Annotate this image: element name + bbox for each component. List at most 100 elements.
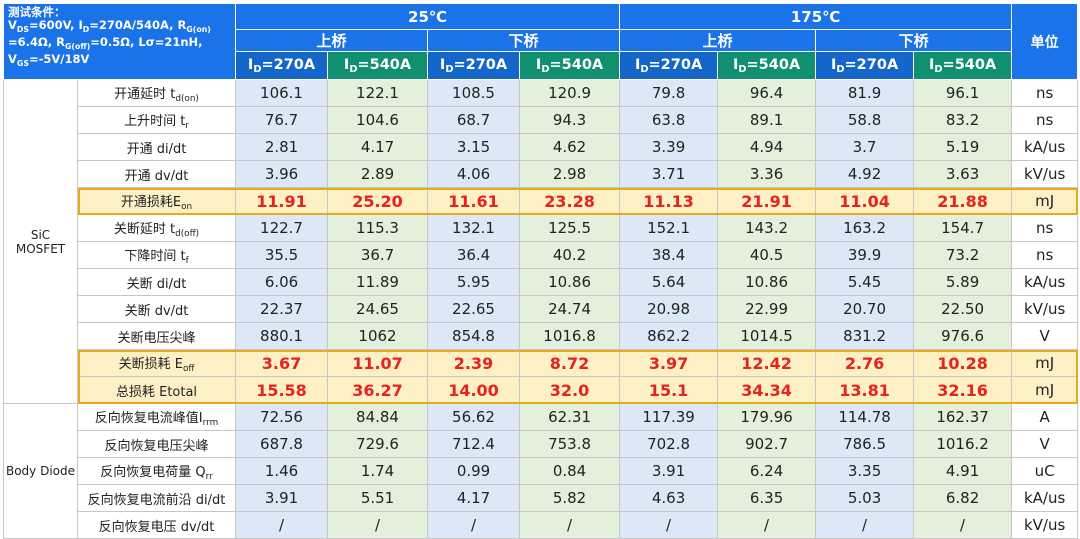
value-cell: 23.28 xyxy=(519,187,621,215)
value-cell: 79.8 xyxy=(619,79,719,107)
table-row: 下降时间 tf 35.5 36.7 36.4 40.2 38.4 40.5 39.9 73.2 n… xyxy=(4,241,1079,269)
value-cell: / xyxy=(327,511,429,539)
current-header-270a: ID=270A xyxy=(235,51,329,80)
table-row: 关断电压尖峰 880.1 1062 854.8 1016.8 862.2 1014.5 831… xyxy=(4,322,1079,350)
value-cell: 108.5 xyxy=(427,79,521,107)
value-cell: / xyxy=(619,511,719,539)
value-cell: / xyxy=(519,511,621,539)
value-cell: 3.39 xyxy=(619,133,719,161)
unit-cell: kA/us xyxy=(1011,268,1079,296)
unit-cell: ns xyxy=(1011,241,1079,269)
table-row: 开通 dv/dt 3.96 2.89 4.06 2.98 3.71 3.36 4.92 3.63… xyxy=(4,160,1079,188)
value-cell: 122.7 xyxy=(235,214,329,242)
test-conditions: 测试条件： VDS=600V, ID=270A/540A, RG(on) =6.… xyxy=(2,3,237,80)
value-cell: 5.89 xyxy=(913,268,1013,296)
value-cell: 1.74 xyxy=(327,457,429,485)
unit-cell: kV/us xyxy=(1011,295,1079,323)
value-cell: 6.82 xyxy=(913,484,1013,512)
value-cell: 5.45 xyxy=(815,268,915,296)
value-cell: 4.91 xyxy=(913,457,1013,485)
value-cell: 179.96 xyxy=(717,403,817,431)
value-cell: 1014.5 xyxy=(717,322,817,350)
unit-header: 单位 xyxy=(1011,3,1079,80)
unit-cell: mJ xyxy=(1011,187,1079,215)
value-cell: 902.7 xyxy=(717,430,817,458)
unit-cell: A xyxy=(1011,403,1079,431)
value-cell: 106.1 xyxy=(235,79,329,107)
value-cell: 3.96 xyxy=(235,160,329,188)
value-cell: 143.2 xyxy=(717,214,817,242)
value-cell: 1016.8 xyxy=(519,322,621,350)
parameter-label: 关断电压尖峰 xyxy=(76,322,237,350)
value-cell: 76.7 xyxy=(235,106,329,134)
unit-cell: kV/us xyxy=(1011,160,1079,188)
table-row: 总损耗 Etotal 15.58 36.27 14.00 32.0 15.1 34.34 13… xyxy=(4,376,1079,404)
value-cell: 3.15 xyxy=(427,133,521,161)
test-conditions-title: 测试条件： xyxy=(8,5,66,19)
parameter-label: 反向恢复电荷量 Qrr xyxy=(76,457,237,485)
value-cell: 854.8 xyxy=(427,322,521,350)
value-cell: 163.2 xyxy=(815,214,915,242)
test-conditions-line1: VDS=600V, ID=270A/540A, RG(on) xyxy=(8,18,211,35)
value-cell: 3.91 xyxy=(619,457,719,485)
value-cell: 11.07 xyxy=(327,349,429,377)
current-header-270a: ID=270A xyxy=(815,51,915,80)
parameter-label: 反向恢复电压 dv/dt xyxy=(76,511,237,539)
unit-cell: ns xyxy=(1011,214,1079,242)
value-cell: 35.5 xyxy=(235,241,329,269)
value-cell: 22.50 xyxy=(913,295,1013,323)
parameter-label: 关断 di/dt xyxy=(76,268,237,296)
value-cell: 36.4 xyxy=(427,241,521,269)
value-cell: 1.46 xyxy=(235,457,329,485)
value-cell: 712.4 xyxy=(427,430,521,458)
parameter-label: 开通延时 td(on) xyxy=(76,79,237,107)
value-cell: 38.4 xyxy=(619,241,719,269)
value-cell: 21.88 xyxy=(913,187,1013,215)
upper-bridge-175-header: 上桥 xyxy=(619,29,817,52)
value-cell: 58.8 xyxy=(815,106,915,134)
value-cell: 20.98 xyxy=(619,295,719,323)
value-cell: 22.65 xyxy=(427,295,521,323)
value-cell: / xyxy=(235,511,329,539)
value-cell: 11.89 xyxy=(327,268,429,296)
unit-cell: uC xyxy=(1011,457,1079,485)
value-cell: 4.17 xyxy=(427,484,521,512)
value-cell: 73.2 xyxy=(913,241,1013,269)
table-row: 关断 dv/dt 22.37 24.65 22.65 24.74 20.98 22.99 20… xyxy=(4,295,1079,323)
value-cell: 5.19 xyxy=(913,133,1013,161)
table-row: 反向恢复电荷量 Qrr 1.46 1.74 0.99 0.84 3.91 6.24 3.35 4… xyxy=(4,457,1079,485)
value-cell: 2.81 xyxy=(235,133,329,161)
value-cell: 15.58 xyxy=(235,376,329,404)
value-cell: 4.92 xyxy=(815,160,915,188)
value-cell: 120.9 xyxy=(519,79,621,107)
value-cell: 20.70 xyxy=(815,295,915,323)
value-cell: 3.97 xyxy=(619,349,719,377)
current-header-540a: ID=540A xyxy=(913,51,1013,80)
value-cell: 4.63 xyxy=(619,484,719,512)
value-cell: 5.03 xyxy=(815,484,915,512)
value-cell: 83.2 xyxy=(913,106,1013,134)
value-cell: 687.8 xyxy=(235,430,329,458)
unit-cell: mJ xyxy=(1011,376,1079,404)
value-cell: 753.8 xyxy=(519,430,621,458)
value-cell: / xyxy=(913,511,1013,539)
value-cell: / xyxy=(427,511,521,539)
value-cell: 786.5 xyxy=(815,430,915,458)
value-cell: 22.99 xyxy=(717,295,817,323)
value-cell: 2.89 xyxy=(327,160,429,188)
value-cell: 117.39 xyxy=(619,403,719,431)
value-cell: / xyxy=(815,511,915,539)
value-cell: 1062 xyxy=(327,322,429,350)
value-cell: 114.78 xyxy=(815,403,915,431)
value-cell: 89.1 xyxy=(717,106,817,134)
upper-bridge-25-header: 上桥 xyxy=(235,29,429,52)
value-cell: 6.06 xyxy=(235,268,329,296)
value-cell: 2.76 xyxy=(815,349,915,377)
test-conditions-line3: VGS=-5V/18V xyxy=(8,52,90,69)
value-cell: 5.82 xyxy=(519,484,621,512)
unit-cell: kA/us xyxy=(1011,133,1079,161)
table-row: Body Diode 反向恢复电流峰值Irrm 72.56 84.84 56.62 62.… xyxy=(3,403,1079,539)
table-row: 反向恢复电流前沿 di/dt 3.91 5.51 4.17 5.82 4.63 6.35 5.… xyxy=(4,484,1079,512)
current-header-540a: ID=540A xyxy=(519,51,621,80)
parameter-label: 上升时间 tr xyxy=(76,106,237,134)
